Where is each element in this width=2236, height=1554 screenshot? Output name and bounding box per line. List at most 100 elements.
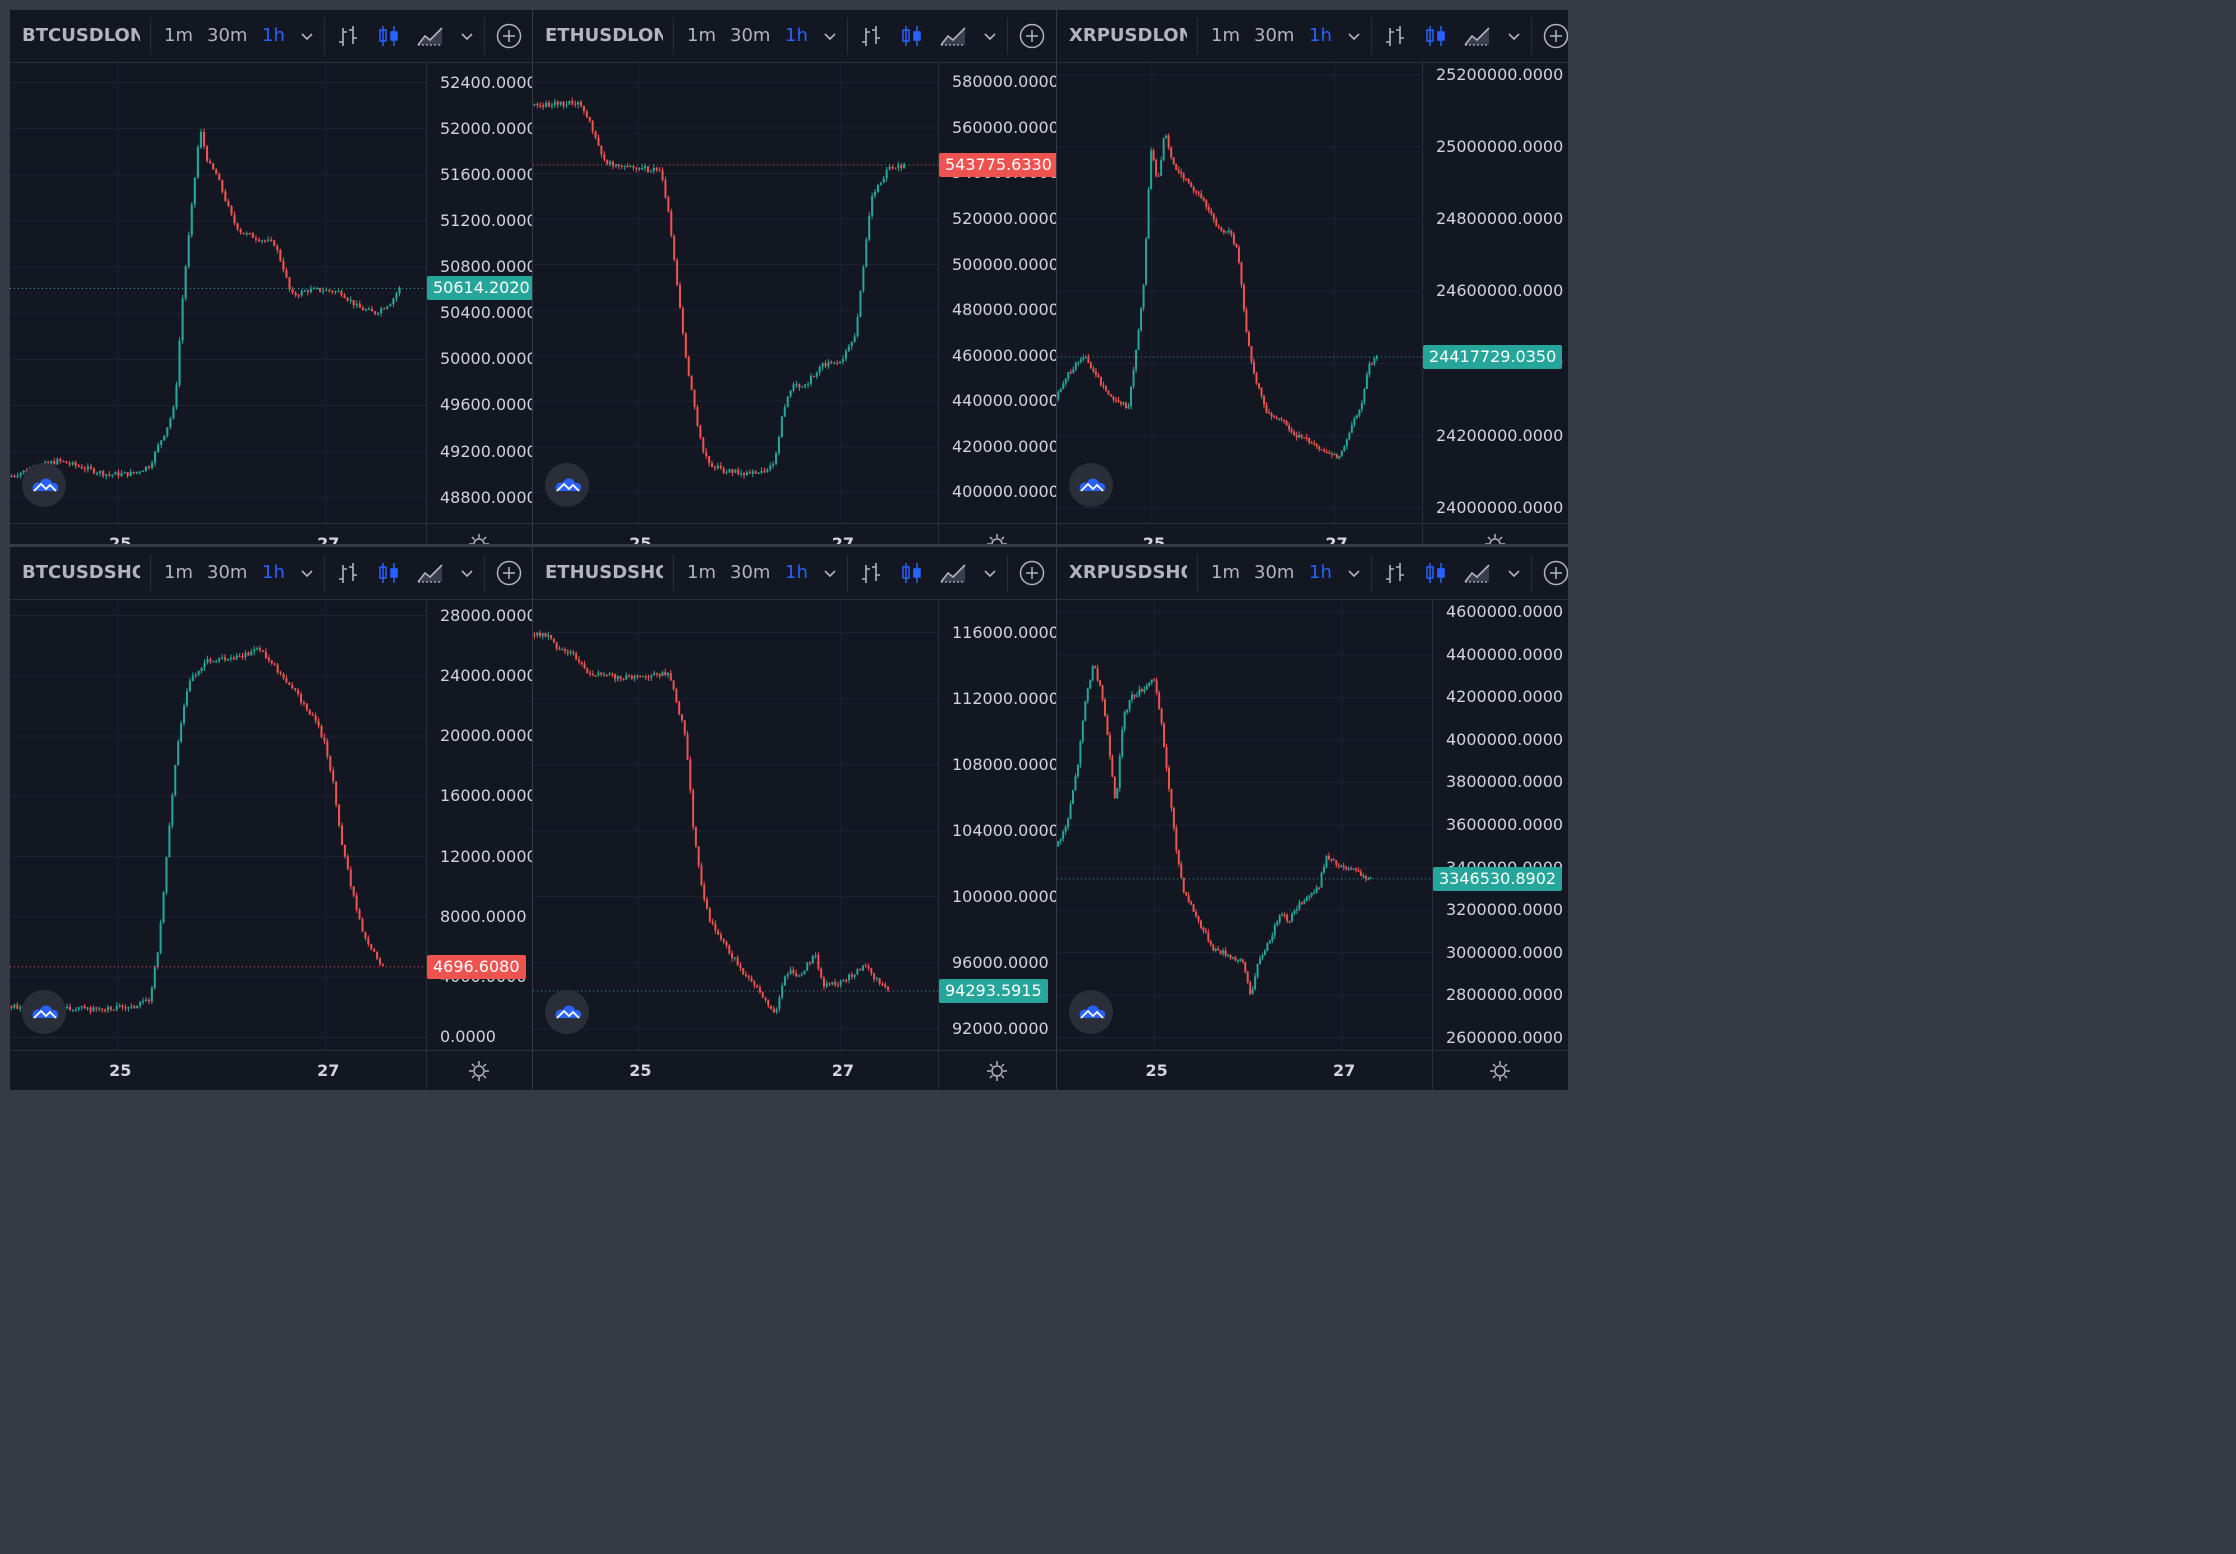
timeframe-30m-button[interactable]: 30m xyxy=(1254,25,1295,46)
timeframe-1h-button[interactable]: 1h xyxy=(262,562,285,583)
logo-icon[interactable] xyxy=(1069,463,1113,507)
bar-chart-icon[interactable] xyxy=(336,24,362,48)
candlestick-chart[interactable] xyxy=(533,63,1056,544)
chevron-down-icon[interactable] xyxy=(823,561,837,585)
candle-body xyxy=(377,313,380,315)
x-tick-label: 27 xyxy=(317,1061,340,1080)
candlestick-chart[interactable] xyxy=(533,600,1056,1090)
timeframe-30m-button[interactable]: 30m xyxy=(730,25,771,46)
add-indicator-icon[interactable] xyxy=(496,560,522,586)
candle-body xyxy=(1076,764,1079,777)
timeframe-1h-button[interactable]: 1h xyxy=(1309,25,1332,46)
settings-icon[interactable] xyxy=(468,1060,490,1082)
area-chart-icon[interactable] xyxy=(1463,24,1490,48)
candle-body xyxy=(600,145,603,155)
add-indicator-icon[interactable] xyxy=(1019,23,1045,49)
bar-chart-icon[interactable] xyxy=(336,561,362,585)
bar-chart-icon[interactable] xyxy=(859,24,885,48)
timeframe-1h-button[interactable]: 1h xyxy=(1309,562,1332,583)
candlestick-chart[interactable] xyxy=(1057,600,1568,1090)
chevron-down-icon[interactable] xyxy=(1347,561,1361,585)
logo-icon[interactable] xyxy=(545,463,589,507)
logo-icon[interactable] xyxy=(22,990,66,1034)
settings-icon[interactable] xyxy=(1489,1060,1511,1082)
timeframe-1m-button[interactable]: 1m xyxy=(164,562,193,583)
chevron-down-icon[interactable] xyxy=(300,561,314,585)
symbol-name[interactable]: ETHUSDSHORT xyxy=(545,562,663,583)
candlestick-chart[interactable] xyxy=(1057,63,1568,544)
symbol-name[interactable]: XRPUSDSHORT xyxy=(1069,562,1187,583)
plot-area[interactable] xyxy=(1057,600,1568,1090)
add-indicator-icon[interactable] xyxy=(1543,23,1568,49)
chevron-down-icon[interactable] xyxy=(300,24,314,48)
candle-body xyxy=(825,983,828,987)
area-chart-icon[interactable] xyxy=(416,24,443,48)
add-indicator-icon[interactable] xyxy=(1019,560,1045,586)
symbol-name[interactable]: BTCUSDSHORT xyxy=(22,562,140,583)
logo-icon[interactable] xyxy=(1069,990,1113,1034)
timeframe-1m-button[interactable]: 1m xyxy=(1211,25,1240,46)
chevron-down-icon[interactable] xyxy=(1507,24,1521,48)
chevron-down-icon[interactable] xyxy=(823,24,837,48)
candle-body xyxy=(172,407,175,419)
candle-body xyxy=(1232,234,1235,244)
candles-icon[interactable] xyxy=(376,24,402,48)
candlestick-chart[interactable] xyxy=(10,63,532,544)
chevron-down-icon[interactable] xyxy=(1347,24,1361,48)
timeframe-30m-button[interactable]: 30m xyxy=(207,25,248,46)
timeframe-30m-button[interactable]: 30m xyxy=(730,562,771,583)
add-indicator-icon[interactable] xyxy=(496,23,522,49)
logo-icon[interactable] xyxy=(22,463,66,507)
timeframe-1h-button[interactable]: 1h xyxy=(785,562,808,583)
plot-area[interactable] xyxy=(1057,63,1568,544)
settings-icon[interactable] xyxy=(986,533,1008,544)
settings-icon[interactable] xyxy=(1484,533,1506,544)
bar-chart-icon[interactable] xyxy=(1383,561,1409,585)
timeframe-1h-button[interactable]: 1h xyxy=(785,25,808,46)
candle-body xyxy=(717,930,720,935)
bar-chart-icon[interactable] xyxy=(859,561,885,585)
symbol-name[interactable]: ETHUSDLONG xyxy=(545,25,663,46)
candle-body xyxy=(311,714,314,716)
chevron-down-icon[interactable] xyxy=(1507,561,1521,585)
plot-area[interactable] xyxy=(10,600,532,1090)
chevron-down-icon[interactable] xyxy=(983,561,997,585)
timeframe-1m-button[interactable]: 1m xyxy=(164,25,193,46)
settings-icon[interactable] xyxy=(468,533,490,544)
bar-chart-icon[interactable] xyxy=(1383,24,1409,48)
logo-icon[interactable] xyxy=(545,990,589,1034)
area-chart-icon[interactable] xyxy=(939,561,966,585)
symbol-name[interactable]: XRPUSDLONG xyxy=(1069,25,1187,46)
chevron-down-icon[interactable] xyxy=(460,561,474,585)
timeframe-1m-button[interactable]: 1m xyxy=(1211,562,1240,583)
candle-body xyxy=(154,451,157,463)
candle-body xyxy=(112,1009,115,1011)
settings-icon[interactable] xyxy=(986,1060,1008,1082)
candle-body xyxy=(380,308,383,314)
timeframe-1h-button[interactable]: 1h xyxy=(262,25,285,46)
chevron-down-icon[interactable] xyxy=(460,24,474,48)
area-chart-icon[interactable] xyxy=(416,561,443,585)
add-indicator-icon[interactable] xyxy=(1543,560,1568,586)
candles-icon[interactable] xyxy=(899,24,925,48)
y-tick-label: 49200.0000 xyxy=(440,441,532,461)
candles-icon[interactable] xyxy=(1423,561,1449,585)
plot-area[interactable] xyxy=(533,63,1056,544)
chevron-down-icon[interactable] xyxy=(983,24,997,48)
candles-icon[interactable] xyxy=(376,561,402,585)
symbol-name[interactable]: BTCUSDLONG xyxy=(22,25,140,46)
candles-icon[interactable] xyxy=(899,561,925,585)
candle-body xyxy=(53,461,56,465)
timeframe-1m-button[interactable]: 1m xyxy=(687,25,716,46)
plot-area[interactable] xyxy=(533,600,1056,1090)
area-chart-icon[interactable] xyxy=(1463,561,1490,585)
area-chart-icon[interactable] xyxy=(939,24,966,48)
timeframe-30m-button[interactable]: 30m xyxy=(1254,562,1295,583)
chart-toolbar: ETHUSDLONG 1m 30m 1h xyxy=(533,10,1056,63)
timeframe-30m-button[interactable]: 30m xyxy=(207,562,248,583)
candlestick-chart[interactable] xyxy=(10,600,532,1090)
timeframe-1m-button[interactable]: 1m xyxy=(687,562,716,583)
plot-area[interactable] xyxy=(10,63,532,544)
candles-icon[interactable] xyxy=(1423,24,1449,48)
toolbar-separator xyxy=(673,18,674,54)
